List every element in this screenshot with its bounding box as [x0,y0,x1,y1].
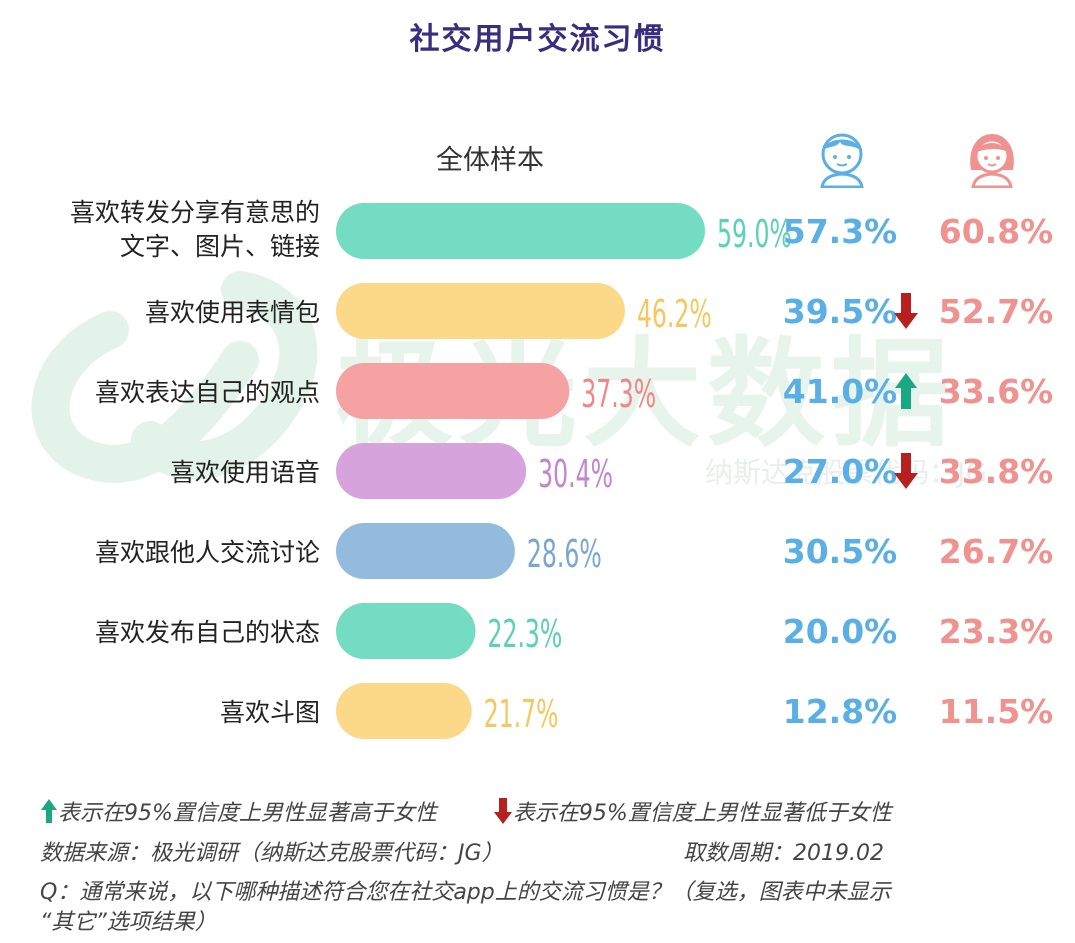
female-avatar-icon [970,134,1014,188]
down-arrow-icon [493,797,513,831]
female-value: 60.8% [939,212,1054,251]
legend-up-text: 表示在95%置信度上男性显著高于女性 [58,801,437,826]
data-source: 数据来源：极光调研（纳斯达克股票代码：JG） [40,841,504,866]
overall-value-label: 22.3% [487,613,562,656]
male-value: 20.0% [783,612,898,651]
male-value: 12.8% [783,692,898,731]
down-arrow-icon [894,293,918,329]
survey-question-line1: Q：通常来说，以下哪种描述符合您在社交app上的交流习惯是？（复选，图表中未显示 [40,880,891,905]
overall-value-label: 46.2% [637,293,712,336]
overall-value-label: 59.0% [717,213,792,256]
category-label: 喜欢发布自己的状态 [95,618,320,647]
up-arrow-icon [895,373,917,409]
overall-value-label: 37.3% [581,373,656,416]
overall-value-label: 21.7% [484,693,559,736]
male-value: 41.0% [783,372,898,411]
category-label: 喜欢转发分享有意思的 [70,198,320,227]
down-arrow-icon [894,453,918,489]
overall-value-label: 30.4% [538,453,613,496]
male-avatar-icon [820,133,864,188]
female-value: 33.8% [939,452,1054,491]
category-label: 喜欢跟他人交流讨论 [95,538,320,567]
bar [336,363,570,419]
female-value: 26.7% [939,532,1054,571]
female-value: 33.6% [939,372,1054,411]
column-header-overall: 全体样本 [436,145,544,176]
male-value: 57.3% [783,212,898,251]
female-value: 52.7% [939,292,1054,331]
male-value: 39.5% [783,292,898,331]
male-value: 30.5% [783,532,898,571]
bar [336,523,515,579]
category-label: 文字、图片、链接 [120,232,320,261]
category-label: 喜欢斗图 [220,698,320,727]
bar [336,203,705,259]
bar [336,283,625,339]
legend-down-text: 表示在95%置信度上男性显著低于女性 [512,801,892,826]
bar [336,603,476,659]
chart-title: 社交用户交流习惯 [409,22,666,57]
bar [336,443,527,499]
significance-legend: 表示在95%置信度上男性显著高于女性 表示在95%置信度上男性显著低于女性 [40,795,892,831]
category-label: 喜欢使用语音 [170,458,320,487]
overall-value-label: 28.6% [527,533,602,576]
survey-question-line2: “其它”选项结果） [40,910,217,935]
male-value: 27.0% [783,452,898,491]
data-period: 取数周期：2019.02 [683,841,884,866]
category-label: 喜欢表达自己的观点 [95,378,320,407]
bar [336,683,472,739]
category-label: 喜欢使用表情包 [145,298,320,327]
up-arrow-icon [40,798,58,830]
female-value: 11.5% [939,692,1054,731]
female-value: 23.3% [939,612,1054,651]
